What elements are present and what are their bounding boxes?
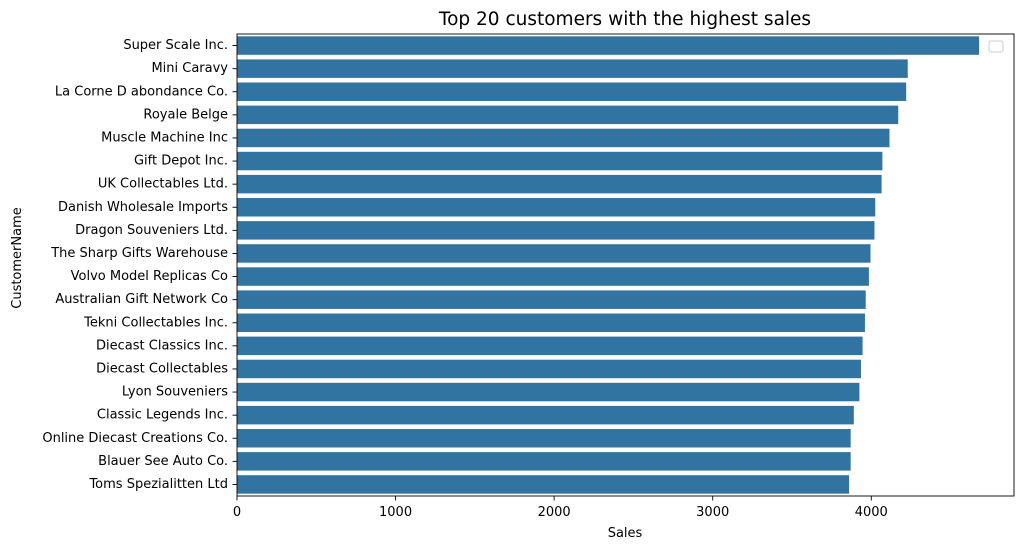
x-axis-label: Sales [608, 526, 643, 541]
y-tick-label: Australian Gift Network Co [55, 292, 228, 307]
y-tick-label: Gift Depot Inc. [134, 154, 228, 169]
bar [237, 128, 890, 148]
y-tick-label: Muscle Machine Inc [101, 130, 228, 145]
x-tick-label: 3000 [696, 505, 729, 520]
y-tick-label: Mini Caravy [151, 61, 228, 76]
plot-frame [236, 33, 1015, 497]
bar [237, 221, 875, 240]
x-tick-label: 2000 [538, 505, 571, 520]
bar [237, 244, 871, 263]
bar [237, 429, 851, 448]
y-tick-labels: Super Scale Inc. Mini Caravy La Corne D ab… [42, 38, 237, 492]
chart-title: Top 20 customers with the highest sales [438, 9, 811, 30]
y-tick-label: Royale Belge [143, 107, 228, 122]
bar [237, 405, 854, 425]
bar [237, 359, 861, 379]
y-tick-label: Toms Spezialitten Ltd [88, 477, 228, 492]
bar [237, 336, 863, 356]
y-tick-label: Online Diecast Creations Co. [42, 431, 228, 446]
y-tick-label: Blauer See Auto Co. [98, 454, 228, 469]
y-tick-label: La Corne D abondance Co. [55, 84, 228, 99]
bar [237, 36, 980, 55]
x-tick-label: 0 [233, 505, 241, 520]
y-tick-label: Super Scale Inc. [123, 38, 228, 53]
y-tick-label: Dragon Souveniers Ltd. [75, 223, 228, 238]
legend-box [988, 40, 1004, 53]
bars-group [237, 36, 980, 494]
y-tick-label: Diecast Classics Inc. [96, 338, 228, 353]
bar [237, 82, 907, 101]
y-tick-label: Diecast Collectables [96, 361, 228, 376]
y-tick-label: The Sharp Gifts Warehouse [50, 246, 228, 261]
y-tick-label: Volvo Model Replicas Co [71, 269, 228, 284]
bar [237, 267, 869, 286]
y-tick-label: Lyon Souveniers [122, 385, 228, 400]
x-tick-label: 4000 [855, 505, 888, 520]
bar [237, 475, 850, 494]
y-tick-label: Danish Wholesale Imports [58, 200, 228, 215]
bar [237, 105, 899, 125]
bar [237, 452, 851, 471]
y-axis-label: CustomerName [10, 207, 25, 309]
bar [237, 290, 866, 309]
bar [237, 174, 882, 194]
y-tick-label: Classic Legends Inc. [97, 408, 228, 423]
x-ticks: 0 1000 2000 3000 4000 [233, 496, 888, 520]
bar [237, 382, 860, 402]
bar [237, 59, 908, 78]
bar [237, 313, 865, 332]
bar [237, 198, 876, 217]
y-tick-label: UK Collectables Ltd. [98, 177, 228, 192]
x-tick-label: 1000 [379, 505, 412, 520]
y-tick-label: Tekni Collectables Inc. [83, 315, 228, 330]
bar [237, 151, 883, 171]
